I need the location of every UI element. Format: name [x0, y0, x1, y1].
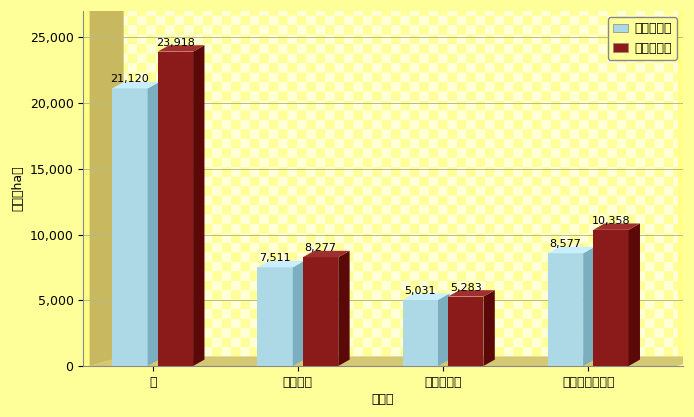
Text: 8,577: 8,577 — [550, 239, 582, 249]
Polygon shape — [629, 224, 640, 366]
Text: 23,918: 23,918 — [156, 38, 195, 48]
Text: 10,358: 10,358 — [591, 216, 630, 226]
Text: 8,277: 8,277 — [305, 243, 337, 253]
Polygon shape — [293, 261, 304, 366]
Polygon shape — [448, 290, 495, 296]
X-axis label: 種　別: 種 別 — [372, 393, 394, 406]
Polygon shape — [257, 261, 304, 267]
Polygon shape — [257, 267, 293, 366]
Text: 7,511: 7,511 — [260, 254, 291, 263]
Polygon shape — [403, 300, 438, 366]
Polygon shape — [484, 290, 495, 366]
Polygon shape — [548, 247, 595, 253]
Polygon shape — [158, 52, 193, 366]
Polygon shape — [448, 296, 484, 366]
Polygon shape — [583, 247, 595, 366]
Polygon shape — [112, 88, 148, 366]
Polygon shape — [593, 224, 640, 230]
Polygon shape — [548, 253, 583, 366]
Text: 21,120: 21,120 — [110, 75, 149, 85]
Polygon shape — [90, 2, 124, 366]
Polygon shape — [338, 251, 350, 366]
Polygon shape — [90, 357, 694, 366]
Polygon shape — [193, 45, 205, 366]
Polygon shape — [158, 45, 205, 52]
Polygon shape — [403, 294, 449, 300]
Polygon shape — [148, 82, 159, 366]
Legend: 平成２２年, 平成２７年: 平成２２年, 平成２７年 — [608, 18, 677, 60]
Text: 5,283: 5,283 — [450, 283, 482, 293]
Polygon shape — [112, 82, 159, 88]
Y-axis label: 面積（ha）: 面積（ha） — [11, 166, 24, 211]
Polygon shape — [303, 251, 350, 257]
Polygon shape — [303, 257, 338, 366]
Polygon shape — [593, 230, 629, 366]
Text: 5,031: 5,031 — [405, 286, 436, 296]
Polygon shape — [438, 294, 449, 366]
